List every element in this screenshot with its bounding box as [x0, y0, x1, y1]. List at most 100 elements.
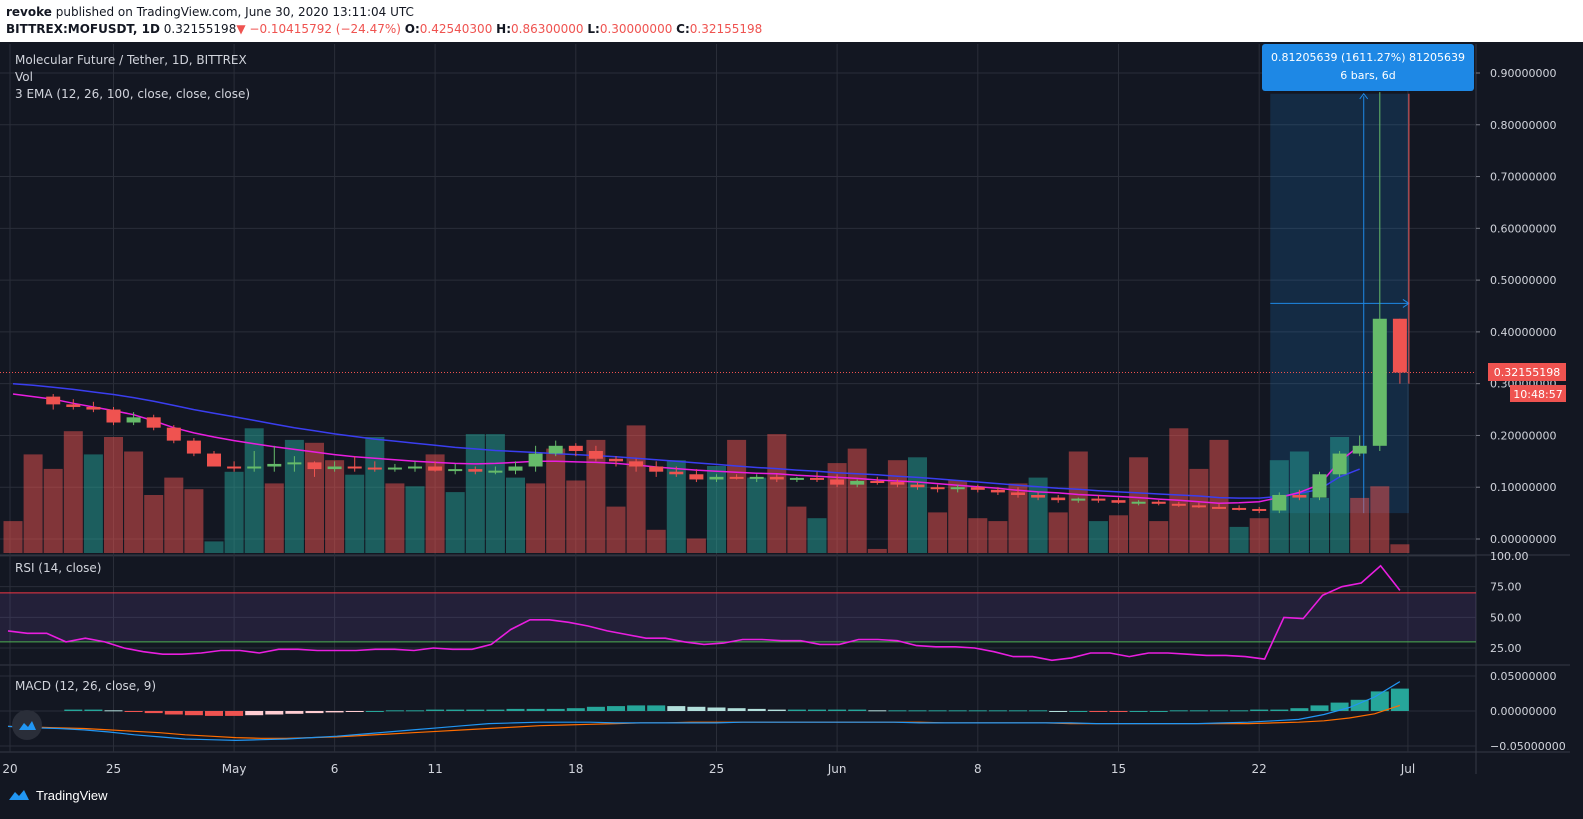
candle	[327, 461, 342, 472]
macd-hist-bar	[1009, 710, 1027, 712]
candle	[629, 458, 644, 472]
author-name[interactable]: revoke	[6, 5, 52, 19]
volume-bar	[1048, 512, 1068, 553]
candle-body	[1071, 498, 1086, 501]
candle	[1131, 500, 1146, 506]
candle-body	[588, 450, 603, 459]
candle-body	[669, 471, 684, 475]
volume-bar	[1209, 439, 1229, 553]
candle	[267, 445, 282, 472]
footer-brand[interactable]: TradingView	[36, 787, 108, 803]
candle-body	[1392, 318, 1407, 373]
candle-body	[769, 476, 784, 480]
macd-hist-bar	[1230, 710, 1249, 712]
macd-pane	[7, 681, 1409, 742]
macd-hist-bar	[868, 710, 887, 712]
rsi-tick-label: 50.00	[1490, 611, 1522, 624]
macd-tick-label: 0.00000000	[1490, 705, 1556, 718]
price-tick-label: 0.80000000	[1490, 119, 1556, 132]
volume-bar	[144, 495, 164, 553]
volume-bar	[566, 480, 586, 553]
candle-body	[367, 467, 382, 470]
price-tick-label: 0.20000000	[1490, 429, 1556, 442]
volume-bar	[325, 460, 345, 553]
volume-bar	[747, 477, 767, 553]
volume-bar	[847, 448, 867, 553]
candle	[1312, 471, 1327, 501]
candle-body	[1352, 445, 1367, 454]
macd-hist-bar	[1350, 699, 1369, 711]
macd-hist-bar	[888, 710, 907, 712]
candle-body	[488, 470, 503, 473]
candle	[850, 479, 865, 488]
candle-body	[1191, 505, 1206, 508]
volume-bar	[908, 457, 927, 553]
macd-hist-bar	[446, 709, 465, 711]
volume-bar	[1229, 526, 1249, 553]
volume-bar	[184, 489, 204, 553]
macd-hist-bar	[1290, 708, 1309, 711]
candle-body	[528, 453, 543, 467]
macd-hist-bar	[687, 706, 706, 711]
macd-hist-bar	[406, 710, 424, 712]
price-tick-label: 0.70000000	[1490, 171, 1556, 184]
x-tick-label: 15	[1111, 762, 1126, 776]
macd-hist-bar	[928, 710, 947, 712]
price-tag: 0.32155198	[1494, 366, 1560, 379]
candle	[1332, 450, 1347, 477]
volume-bar	[1289, 451, 1309, 553]
candle	[709, 474, 724, 483]
macd-hist-bar	[828, 709, 847, 711]
legend-macd: MACD (12, 26, close, 9)	[15, 679, 156, 693]
macd-hist-bar	[988, 710, 1007, 712]
candle	[66, 399, 81, 410]
rsi-line	[7, 564, 1401, 662]
volume-bar	[988, 521, 1008, 553]
macd-hist-bar	[1149, 711, 1168, 712]
macd-hist-bar	[647, 705, 666, 711]
candle	[1051, 494, 1066, 503]
volume-bar	[204, 541, 224, 553]
volume-bar	[284, 439, 304, 553]
volume-bar	[887, 460, 907, 553]
candle-body	[1131, 501, 1146, 504]
volume-bar	[807, 518, 827, 553]
tradingview-badge[interactable]	[12, 710, 42, 740]
volume-bar	[1350, 497, 1370, 553]
macd-hist-bar	[1250, 709, 1269, 711]
countdown: 10:48:57	[1513, 388, 1562, 401]
chart-canvas[interactable]: 20 25 May 6 11 18 25 Jun 8 15 22 Jul 0.90000000 0.800…	[0, 42, 1583, 784]
macd-hist-bar	[225, 711, 244, 716]
macd-hist-bar	[205, 711, 223, 716]
macd-hist-bar	[245, 711, 264, 716]
measure-label-box	[1262, 44, 1474, 91]
volume-bar	[224, 471, 244, 553]
volume-bar	[606, 506, 626, 553]
volume-bar	[506, 477, 525, 553]
candle	[749, 474, 764, 483]
volume-bar	[1008, 483, 1028, 553]
candle	[1071, 497, 1086, 503]
candle	[1352, 435, 1367, 457]
volume-bar	[526, 483, 546, 553]
candle-body	[1272, 494, 1287, 511]
volume-bar	[43, 468, 63, 553]
measure-line2: 6 bars, 6d	[1340, 69, 1395, 82]
macd-hist-bar	[848, 709, 867, 711]
candle	[106, 406, 121, 426]
volume-bar	[948, 480, 968, 553]
macd-hist-bar	[1210, 710, 1228, 712]
macd-hist-bar	[84, 709, 103, 711]
macd-hist-bar	[385, 710, 404, 712]
candle	[870, 476, 885, 485]
ema-slow-line	[12, 382, 1360, 499]
macd-hist-bar	[787, 709, 806, 711]
x-tick-label: 6	[331, 762, 339, 776]
candle	[810, 471, 824, 483]
candle-body	[46, 396, 61, 405]
macd-hist-bar	[1189, 710, 1208, 712]
candle-body	[66, 404, 81, 407]
candle	[1372, 92, 1387, 451]
candle-body	[146, 417, 161, 428]
volume-bar	[164, 477, 184, 553]
